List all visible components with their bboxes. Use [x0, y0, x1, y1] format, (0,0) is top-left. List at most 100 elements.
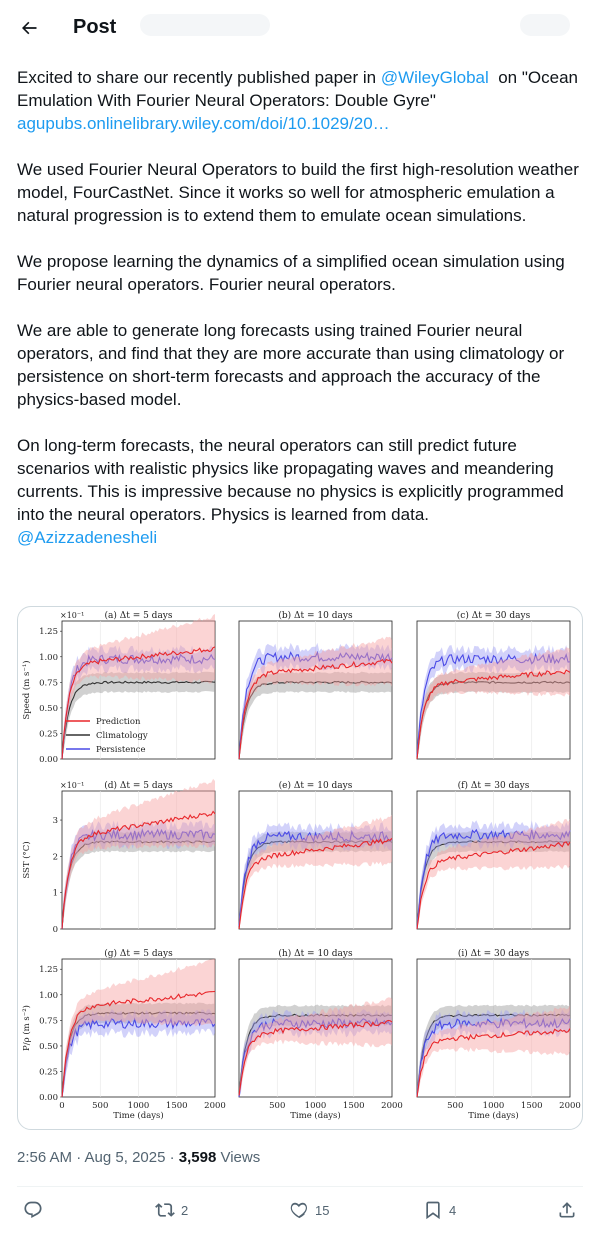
share-icon: [559, 1202, 575, 1218]
pred-series-line: [416, 1028, 571, 1098]
tweet-paragraph: Excited to share our recently published …: [17, 66, 583, 135]
y-axis-label: SST (°C): [21, 841, 32, 878]
pred-series-line: [61, 810, 216, 929]
reply-icon: [24, 1201, 42, 1218]
x-tick-label: 500: [447, 1101, 463, 1111]
y-tick-label: 0.00: [39, 755, 58, 765]
y-tick-label: 1: [53, 889, 58, 899]
panel-title: (h) Δt = 10 days: [278, 948, 353, 959]
x-tick-label: 1500: [521, 1101, 543, 1111]
pred-uncertainty-band: [62, 958, 215, 1097]
views-label: Views: [216, 1149, 261, 1166]
tweet-text-run: We are able to generate long forecasts u…: [17, 321, 569, 409]
clim-series-line: [238, 680, 393, 760]
tweet-paragraph: We used Fourier Neural Operators to buil…: [17, 158, 583, 227]
pers-series-line: [238, 1017, 393, 1098]
legend-label: Prediction: [96, 717, 141, 727]
top-bar: Post: [0, 0, 599, 54]
reply-button[interactable]: [23, 1196, 49, 1224]
retweet-count: 2: [181, 1202, 189, 1218]
pred-uncertainty-band: [62, 778, 215, 929]
pred-series-line: [61, 990, 216, 1098]
pred-uncertainty-band: [417, 818, 570, 929]
pred-series-line: [416, 669, 571, 760]
tweet-text-run: On long-term forecasts, the neural opera…: [17, 436, 564, 524]
pers-series-line: [238, 650, 393, 760]
pred-series-line: [61, 646, 216, 760]
bookmark-icon: [426, 1201, 440, 1220]
x-tick-label: 2000: [204, 1101, 226, 1111]
pred-uncertainty-band: [417, 647, 570, 759]
clim-series-line: [61, 680, 216, 760]
x-tick-label: 2000: [559, 1101, 581, 1111]
mention-link[interactable]: @Azizzadenesheli: [17, 528, 158, 547]
axis-multiplier: ×10⁻¹: [60, 611, 84, 620]
pers-series-line: [61, 1017, 216, 1098]
y-tick-label: 0.25: [39, 729, 58, 739]
mention-link[interactable]: @WileyGlobal: [380, 68, 489, 87]
pers-series-line: [416, 1017, 571, 1097]
page-title: Post: [73, 16, 117, 38]
bookmark-button[interactable]: 4: [423, 1196, 456, 1224]
chart-figure: (a) Δt = 5 days ×10⁻¹ 0.00 0.25 0.50 0.75 1.00…: [21, 610, 581, 1121]
tweet-text-run: Excited to share our recently published …: [17, 68, 381, 87]
pers-uncertainty-band: [239, 822, 392, 929]
back-arrow-icon[interactable]: [14, 13, 44, 43]
timestamp[interactable]: 2:56 AM · Aug 5, 2025 ·: [17, 1149, 179, 1166]
x-tick-label: 500: [269, 1101, 285, 1111]
like-button[interactable]: 15: [289, 1196, 329, 1224]
tweet-text-run: on "Ocean Emulation With Fourier Neural …: [17, 68, 578, 110]
x-axis-label: Time (days): [290, 1110, 341, 1121]
x-axis-label: Time (days): [468, 1110, 519, 1121]
pred-uncertainty-band: [239, 814, 392, 929]
y-tick-label: 0.25: [39, 1067, 58, 1077]
pred-uncertainty-band: [239, 636, 392, 759]
x-tick-label: 0: [59, 1101, 64, 1111]
clim-uncertainty-band: [62, 671, 215, 759]
pers-uncertainty-band: [417, 820, 570, 929]
tweet-paragraph: We propose learning the dynamics of a si…: [17, 250, 583, 296]
pers-uncertainty-band: [62, 645, 215, 759]
panel-title: (e) Δt = 10 days: [279, 780, 353, 791]
tweet-paragraph: On long-term forecasts, the neural opera…: [17, 434, 583, 549]
divider: [17, 1186, 583, 1187]
blurred-region: [520, 14, 570, 36]
x-tick-label: 1500: [166, 1101, 188, 1111]
views-count: 3,598: [178, 1149, 217, 1166]
x-tick-label: 1500: [343, 1101, 365, 1111]
panel-title: (g) Δt = 5 days: [104, 948, 173, 959]
panel-title: (d) Δt = 5 days: [104, 780, 173, 791]
y-tick-label: 0.00: [39, 1093, 58, 1103]
panel-title: (i) Δt = 30 days: [458, 948, 530, 959]
panel-title: (f) Δt = 30 days: [458, 780, 530, 791]
tweet-text-run: We propose learning the dynamics of a si…: [17, 252, 570, 294]
axis-multiplier: ×10⁻¹: [60, 781, 84, 790]
heart-icon: [290, 1202, 307, 1219]
y-axis-label: P/ρ (m s⁻²): [21, 1005, 32, 1051]
pred-series-line: [416, 841, 571, 930]
pers-uncertainty-band: [417, 1009, 570, 1097]
pers-series-line: [61, 653, 216, 760]
pers-series-line: [416, 828, 571, 929]
x-tick-label: 500: [92, 1101, 108, 1111]
y-tick-label: 0.75: [39, 678, 58, 688]
tweet-paragraph: We are able to generate long forecasts u…: [17, 319, 583, 411]
y-tick-label: 1.00: [39, 653, 58, 663]
pred-uncertainty-band: [239, 997, 392, 1097]
pers-uncertainty-band: [62, 1009, 215, 1097]
like-count: 15: [315, 1202, 330, 1218]
tweet-figure[interactable]: (a) Δt = 5 days ×10⁻¹ 0.00 0.25 0.50 0.75 1.00…: [17, 606, 583, 1130]
blurred-region: [140, 14, 270, 36]
share-button[interactable]: [557, 1196, 577, 1224]
tweet-text-run: We used Fourier Neural Operators to buil…: [17, 160, 584, 225]
tweet-text: Excited to share our recently published …: [17, 66, 583, 572]
y-tick-label: 0.75: [39, 1016, 58, 1026]
clim-series-line: [61, 840, 216, 929]
pred-series-line: [238, 1019, 393, 1096]
pers-series-line: [238, 829, 393, 927]
pers-uncertainty-band: [62, 820, 215, 929]
url-link[interactable]: agupubs.onlinelibrary.wiley.com/doi/10.1…: [17, 114, 390, 133]
clim-series-line: [61, 1011, 216, 1098]
retweet-button[interactable]: 2: [155, 1196, 188, 1224]
pers-series-line: [416, 652, 571, 757]
